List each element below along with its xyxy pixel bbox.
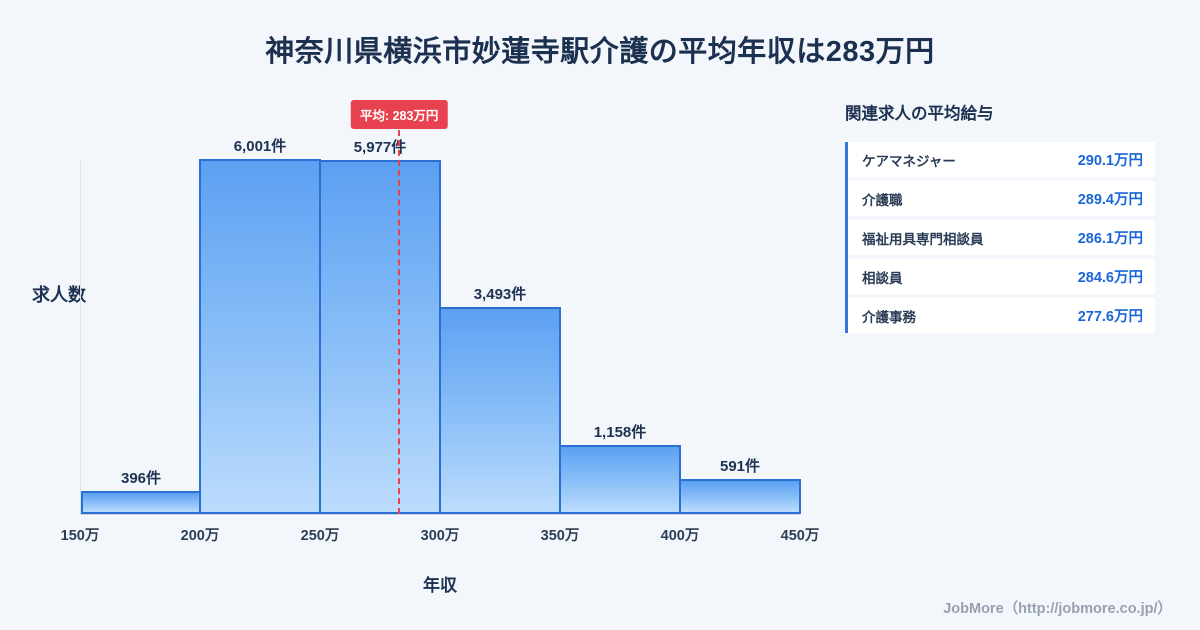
histogram-bar: 5,977件 xyxy=(319,139,441,514)
x-tick-label: 450万 xyxy=(780,528,820,544)
x-axis-ticks: 150万 200万 250万 300万 350万 400万 450万 xyxy=(61,524,820,544)
side-panel: 関連求人の平均給与 ケアマネジャー 290.1万円 介護職 289.4万円 福祉… xyxy=(845,100,1155,337)
bar-count-label: 6,001件 xyxy=(233,138,287,155)
job-value: 277.6万円 xyxy=(1077,309,1143,325)
x-tick-label: 400万 xyxy=(660,528,700,544)
histogram-bar: 3,493件 xyxy=(439,286,561,514)
plot-area: 396件 6,001件 5,977件 3,493件 1,158件 591件 xyxy=(80,138,801,515)
x-tick-label: 200万 xyxy=(180,528,220,544)
footer-credit: JobMore（http://jobmore.co.jp/） xyxy=(943,601,1172,617)
job-label: 介護職 xyxy=(862,192,903,208)
chart-title: 神奈川県横浜市妙蓮寺駅介護の平均年収は283万円 xyxy=(265,36,935,68)
table-row: 福祉用具専門相談員 286.1万円 xyxy=(848,220,1155,255)
job-label: 福祉用具専門相談員 xyxy=(862,231,984,247)
x-tick-label: 150万 xyxy=(60,528,100,544)
side-panel-title: 関連求人の平均給与 xyxy=(845,105,994,123)
x-axis-label: 年収 xyxy=(423,576,457,595)
job-label: ケアマネジャー xyxy=(862,153,956,169)
job-value: 286.1万円 xyxy=(1077,231,1143,247)
job-value: 290.1万円 xyxy=(1077,153,1143,169)
salary-table: ケアマネジャー 290.1万円 介護職 289.4万円 福祉用具専門相談員 28… xyxy=(845,142,1155,333)
bar-count-label: 591件 xyxy=(719,458,761,475)
table-row: 介護職 289.4万円 xyxy=(848,181,1155,216)
table-row: ケアマネジャー 290.1万円 xyxy=(848,142,1155,177)
bar-count-label: 1,158件 xyxy=(593,424,647,441)
table-row: 相談員 284.6万円 xyxy=(848,259,1155,294)
bar-count-label: 396件 xyxy=(120,470,162,487)
histogram-bar: 396件 xyxy=(81,470,201,514)
x-tick-label: 250万 xyxy=(300,528,340,544)
table-row: 介護事務 277.6万円 xyxy=(848,298,1155,333)
x-tick-label: 300万 xyxy=(420,528,460,544)
bar-count-label: 5,977件 xyxy=(353,139,407,156)
job-label: 相談員 xyxy=(862,270,903,286)
histogram-bar: 1,158件 xyxy=(559,424,681,514)
job-label: 介護事務 xyxy=(862,309,916,325)
job-value: 289.4万円 xyxy=(1077,192,1143,208)
bar-count-label: 3,493件 xyxy=(473,286,527,303)
y-axis-label: 求人数 xyxy=(32,285,86,305)
job-value: 284.6万円 xyxy=(1077,270,1143,286)
average-badge: 平均: 283万円 xyxy=(350,100,448,129)
histogram-bar: 6,001件 xyxy=(199,138,321,514)
x-tick-label: 350万 xyxy=(540,528,580,544)
histogram-bar: 591件 xyxy=(679,458,801,514)
